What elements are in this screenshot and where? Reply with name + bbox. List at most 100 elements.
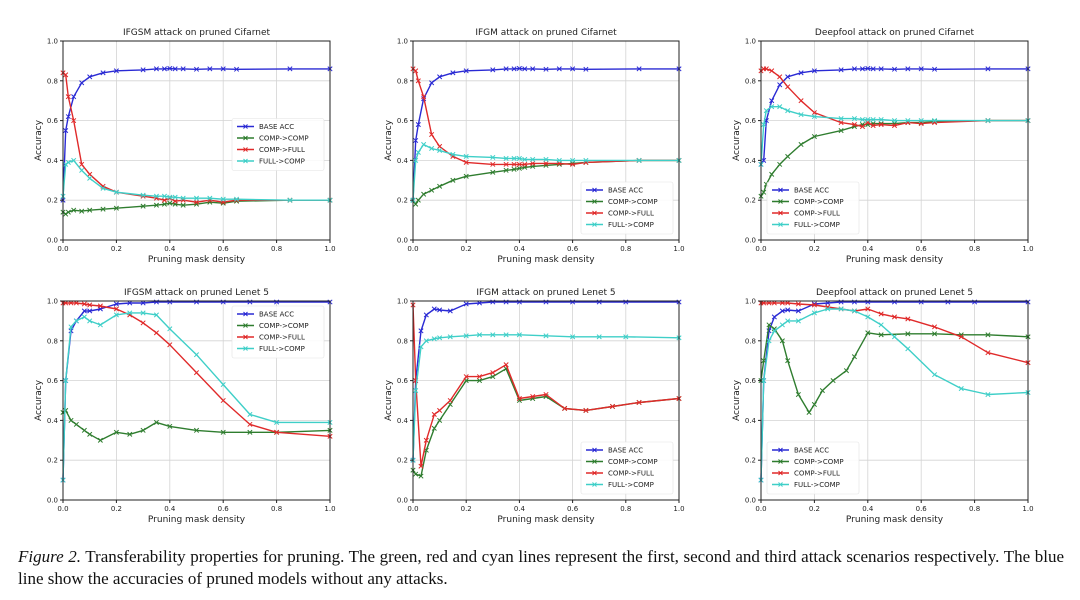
data-point bbox=[918, 118, 924, 124]
x-tick-label: 0.8 bbox=[271, 505, 282, 513]
series-full-comp bbox=[758, 104, 1031, 167]
data-point bbox=[511, 66, 517, 72]
data-point bbox=[865, 306, 871, 312]
data-point bbox=[543, 156, 549, 162]
series-full-comp bbox=[60, 310, 333, 483]
data-point bbox=[87, 308, 93, 314]
y-tick-label: 0.6 bbox=[47, 117, 59, 125]
chart-6: 0.0 0.2 0.4 0.6 0.8 1.0 0.0 0.2 0.4 0.6 0.8 1.0 Deep… bbox=[732, 288, 1034, 525]
legend-entry: COMP->COMP bbox=[259, 135, 309, 143]
data-point bbox=[811, 401, 817, 408]
y-tick-label: 1.0 bbox=[745, 298, 756, 306]
data-point bbox=[429, 187, 435, 193]
legend-entry: COMP->FULL bbox=[608, 210, 654, 218]
series-line bbox=[760, 67, 1028, 165]
legend-marker bbox=[592, 210, 597, 216]
data-point bbox=[761, 122, 767, 128]
data-point bbox=[87, 175, 93, 181]
data-point bbox=[113, 205, 119, 211]
legend: BASE ACC COMP->COMP COMP->FULL FULL->COMP bbox=[766, 181, 860, 235]
data-point bbox=[429, 131, 435, 138]
data-point bbox=[511, 155, 517, 161]
data-point bbox=[127, 310, 133, 316]
data-point bbox=[503, 167, 509, 173]
data-point bbox=[437, 335, 443, 341]
y-axis-label: Accuracy bbox=[34, 119, 44, 161]
data-point bbox=[207, 195, 213, 201]
data-point bbox=[516, 165, 522, 171]
data-point bbox=[87, 318, 93, 324]
chart-title: IFGM attack on pruned Lenet 5 bbox=[476, 288, 615, 298]
data-point bbox=[476, 378, 483, 384]
data-point bbox=[180, 195, 186, 201]
data-point bbox=[73, 421, 79, 427]
data-point bbox=[958, 334, 964, 340]
data-point bbox=[530, 393, 536, 400]
data-point bbox=[423, 312, 429, 318]
x-tick-label: 0.6 bbox=[567, 245, 579, 253]
data-point bbox=[140, 320, 146, 326]
data-point bbox=[905, 118, 911, 124]
data-point bbox=[437, 417, 443, 423]
data-point bbox=[859, 124, 866, 130]
data-point bbox=[127, 300, 133, 306]
data-point bbox=[97, 437, 103, 443]
data-point bbox=[830, 378, 836, 384]
data-point bbox=[153, 193, 160, 199]
data-point bbox=[193, 370, 200, 376]
data-point bbox=[87, 302, 93, 308]
data-point bbox=[570, 161, 576, 167]
x-tick-label: 1.0 bbox=[1022, 505, 1033, 513]
data-point bbox=[543, 391, 549, 398]
data-point bbox=[87, 74, 93, 80]
chart-2: 0.0 0.2 0.4 0.6 0.8 1.0 0.0 0.2 0.4 0.6 0.8 1.0 IFGM… bbox=[384, 28, 685, 265]
data-point bbox=[87, 207, 93, 213]
legend-marker bbox=[592, 470, 597, 476]
x-tick-label: 1.0 bbox=[673, 505, 684, 513]
data-point bbox=[463, 68, 469, 74]
y-tick-label: 0.8 bbox=[47, 77, 58, 85]
y-tick-label: 0.6 bbox=[745, 377, 757, 385]
data-point bbox=[779, 300, 785, 306]
x-tick-label: 1.0 bbox=[1022, 245, 1033, 253]
data-point bbox=[543, 66, 549, 72]
data-point bbox=[503, 362, 509, 368]
data-point bbox=[511, 166, 517, 172]
data-point bbox=[905, 66, 911, 72]
series-comp-full bbox=[410, 302, 682, 469]
data-point bbox=[63, 127, 69, 134]
data-point bbox=[785, 108, 791, 114]
plot-frame bbox=[760, 40, 1029, 241]
data-point bbox=[891, 314, 898, 320]
data-point bbox=[113, 68, 119, 74]
x-tick-label: 0.4 bbox=[862, 245, 874, 253]
x-tick-label: 0.0 bbox=[755, 505, 766, 513]
legend-entry: BASE ACC bbox=[259, 123, 294, 131]
data-point bbox=[851, 308, 858, 314]
series-base-acc bbox=[758, 299, 1031, 483]
plot-frame bbox=[62, 300, 331, 501]
data-point bbox=[761, 358, 767, 364]
series-line bbox=[760, 68, 1028, 128]
x-axis-label: Pruning mask density bbox=[148, 255, 246, 265]
data-point bbox=[415, 149, 421, 155]
data-point bbox=[865, 65, 871, 72]
data-point bbox=[769, 104, 775, 110]
data-point bbox=[878, 117, 884, 123]
plot-frame bbox=[412, 40, 680, 241]
data-point bbox=[100, 70, 106, 76]
legend: BASE ACC COMP->COMP COMP->FULL FULL->COMP bbox=[766, 441, 860, 495]
data-point bbox=[220, 66, 226, 72]
data-point bbox=[785, 318, 791, 324]
data-point bbox=[838, 120, 844, 126]
y-tick-label: 0.6 bbox=[397, 377, 409, 385]
y-tick-label: 0.8 bbox=[47, 337, 58, 345]
data-point bbox=[769, 98, 775, 104]
data-point bbox=[274, 429, 280, 435]
data-point bbox=[985, 66, 991, 72]
data-point bbox=[771, 300, 777, 306]
data-point bbox=[905, 331, 911, 337]
legend-marker bbox=[778, 447, 783, 453]
data-point bbox=[490, 374, 496, 380]
x-axis-label: Pruning mask density bbox=[846, 255, 944, 265]
